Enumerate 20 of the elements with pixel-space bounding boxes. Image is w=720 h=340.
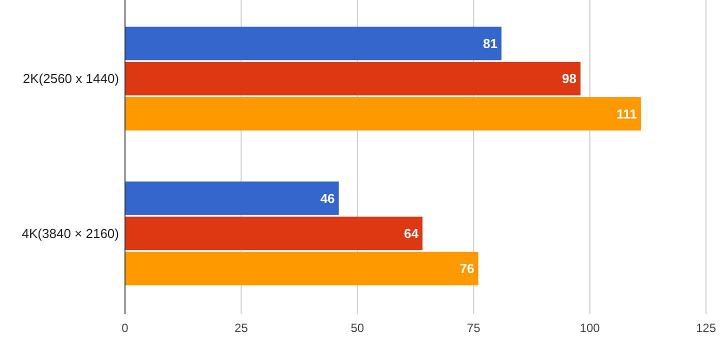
bar: [125, 26, 502, 60]
x-tick-label: 100: [580, 321, 600, 335]
y-tick-label: 4K(3840 × 2160): [22, 226, 119, 241]
bar: [125, 216, 422, 250]
x-tick-label: 0: [122, 321, 129, 335]
bar: [125, 97, 641, 130]
data-label: 76: [460, 261, 474, 276]
data-label: 98: [562, 71, 577, 86]
data-label: 46: [320, 190, 335, 206]
x-tick-label: 50: [350, 321, 364, 335]
x-tick-label: 125: [696, 321, 716, 335]
bar: [125, 62, 581, 96]
bar: [125, 182, 339, 215]
x-tick-label: 25: [234, 321, 248, 335]
x-tick-label: 75: [466, 321, 481, 335]
y-tick-label: 2K(2560 x 1440): [22, 71, 119, 86]
bar: [125, 252, 478, 286]
data-label: 111: [616, 106, 637, 122]
data-label: 81: [483, 36, 498, 52]
data-label: 64: [404, 226, 420, 241]
